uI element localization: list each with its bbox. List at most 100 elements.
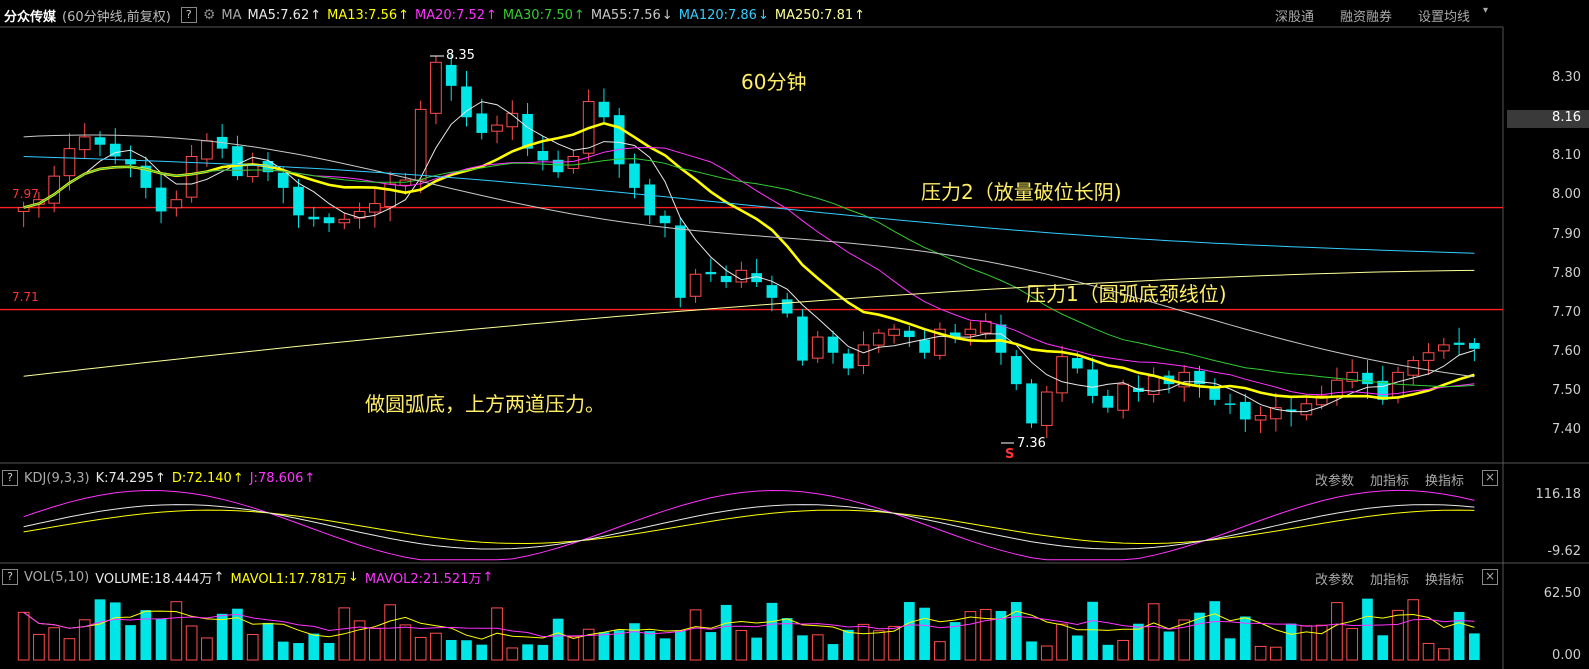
volume-bar-down — [1453, 611, 1465, 660]
candle-body-up — [1269, 407, 1282, 420]
volume-bar-down — [919, 607, 930, 660]
candle-body-down — [552, 159, 564, 173]
vol-switch-indicator-button[interactable]: 换指标 — [1425, 573, 1465, 588]
candle-body-down — [797, 316, 808, 361]
candle-body-down — [1285, 409, 1297, 412]
volume-bar-up — [1422, 642, 1435, 661]
period-label: (60分钟线,前复权) — [62, 9, 171, 25]
candle-body-down — [919, 339, 930, 353]
volume-bar-down — [109, 602, 121, 660]
candle-body-up — [78, 136, 91, 151]
candle-body-down — [109, 143, 121, 157]
candle-body-up — [811, 336, 824, 359]
volume-bar-up — [1300, 625, 1313, 661]
candle-body-down — [308, 216, 320, 220]
ma5-line — [23, 101, 1475, 413]
help-button[interactable]: ? — [180, 7, 197, 23]
volume-bar-down — [842, 629, 854, 660]
ma-settings-button[interactable]: 设置均线 — [1418, 10, 1471, 25]
volume-bar-up — [78, 619, 91, 661]
ma20-line — [23, 146, 1475, 396]
ma5-arrow-icon: ↑ — [310, 7, 322, 23]
volume-bar-up — [1056, 623, 1068, 661]
candle-body-up — [63, 148, 76, 177]
indicator-name[interactable]: MA — [221, 7, 242, 23]
kdj-add-indicator-button[interactable]: 加指标 — [1370, 474, 1410, 489]
vol-add-indicator-button[interactable]: 加指标 — [1370, 573, 1410, 588]
gear-icon[interactable]: ⚙ — [202, 7, 216, 23]
volume-bar-up — [353, 620, 366, 661]
vol-close-icon[interactable]: × — [1482, 569, 1498, 585]
kdj-help-button[interactable]: ? — [2, 470, 18, 486]
volume-bar-down — [1163, 631, 1175, 660]
volume-bar-up — [888, 625, 900, 661]
volume-bar-up — [872, 630, 885, 661]
kdj-close-icon[interactable]: × — [1482, 470, 1498, 486]
vol-title[interactable]: VOL(5,10) — [24, 569, 90, 585]
price-tick-7.50: 7.50 — [1552, 383, 1581, 398]
volume-bar-down — [1071, 635, 1083, 660]
candle-body-up — [857, 344, 870, 367]
period-title-annotation: 60分钟 — [741, 70, 807, 94]
candle-body-up — [1331, 379, 1343, 397]
kdj-d-arrow-icon: ↑ — [232, 470, 244, 486]
vol-change-params-button[interactable]: 改参数 — [1315, 573, 1355, 588]
chevron-down-icon[interactable]: ▾ — [1483, 5, 1489, 16]
ma30-value: MA30:7.50 — [502, 7, 573, 23]
volume-bar-down — [1026, 641, 1037, 660]
volume-bar-down — [1010, 602, 1022, 660]
volume-bar-down — [125, 625, 136, 660]
candle-body-down — [155, 187, 167, 212]
candle-body-down — [1453, 342, 1465, 345]
kdj-axis-bottom: -9.62 — [1547, 544, 1581, 559]
volume-bar-up — [964, 611, 977, 661]
kdj-change-params-button[interactable]: 改参数 — [1315, 474, 1355, 489]
volume-bar-up — [384, 604, 396, 661]
vol-axis-bottom: 0.00 — [1552, 648, 1581, 663]
volume-bar-down — [720, 604, 732, 660]
volume-bar-up — [1392, 609, 1404, 661]
volume-bar-up — [170, 601, 183, 661]
current-price-box — [1507, 110, 1589, 128]
candle-body-up — [934, 328, 946, 356]
volume-bar-down — [1102, 644, 1114, 660]
kdj-title[interactable]: KDJ(9,3,3) — [24, 470, 90, 486]
volume-bar-down — [1285, 623, 1297, 660]
volume-bar-down — [537, 644, 549, 660]
kdj-switch-indicator-button[interactable]: 换指标 — [1425, 474, 1465, 489]
volume-bar-up — [1269, 646, 1282, 661]
volume-bar-down — [949, 622, 961, 660]
candle-body-down — [1071, 358, 1083, 369]
shenzhen-connect-button[interactable]: 深股通 — [1275, 10, 1315, 25]
volume-bar-up — [17, 611, 30, 661]
volume-bar-down — [903, 602, 915, 660]
vol-help-button[interactable]: ? — [2, 569, 18, 585]
volume-bar-down — [1239, 616, 1251, 660]
price-tick-7.70: 7.70 — [1552, 305, 1581, 320]
volume-bar-down — [323, 642, 335, 660]
volume-bar-up — [1331, 602, 1343, 661]
volume-bar-up — [811, 634, 824, 661]
volume-bar-up — [1147, 603, 1160, 661]
kdj-j-line — [23, 489, 1475, 561]
stock-name[interactable]: 分众传媒 — [4, 9, 57, 25]
candle-body-up — [369, 203, 381, 213]
line1-value-label: 7.97 — [12, 187, 39, 201]
candle-body-up — [338, 218, 351, 224]
ma13-value: MA13:7.56 — [327, 7, 398, 23]
candle-body-up — [17, 207, 30, 212]
candle-body-down — [140, 165, 152, 188]
volume-bar-down — [1224, 638, 1236, 660]
volume-bar-down — [1377, 635, 1389, 660]
candle-body-down — [629, 163, 640, 188]
margin-trading-button[interactable]: 融资融券 — [1340, 10, 1393, 25]
volume-bar-down — [751, 637, 762, 660]
volume-bar-down — [445, 639, 457, 660]
volume-bar-down — [1469, 633, 1480, 660]
price-tick-8.30: 8.30 — [1552, 70, 1581, 85]
price-tick-7.40: 7.40 — [1552, 422, 1581, 437]
candle-body-down — [1102, 395, 1114, 408]
volume-bar-down — [1087, 601, 1098, 660]
volume-bar-up — [735, 630, 748, 661]
